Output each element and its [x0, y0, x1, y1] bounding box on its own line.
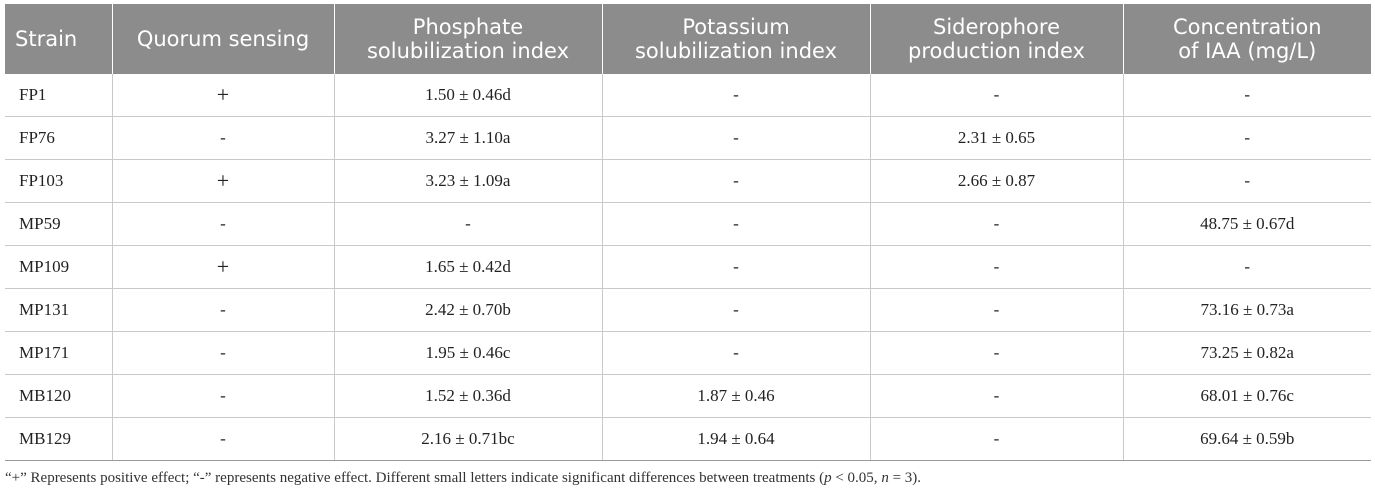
cell-quorum-sensing: -	[112, 116, 335, 160]
footnote-n-symbol: n	[881, 470, 889, 486]
cell-iaa-concentration: -	[1123, 245, 1371, 289]
cell-siderophore-index: 2.66 ± 0.87	[870, 159, 1124, 203]
data-table-container: Strain Quorum sensing Phosphate solubiliz…	[5, 4, 1371, 461]
header-strain: Strain	[5, 4, 113, 74]
cell-potassium-index: -	[602, 331, 871, 375]
cell-potassium-index: 1.87 ± 0.46	[602, 374, 871, 418]
cell-quorum-sensing: -	[112, 288, 335, 332]
cell-quorum-sensing: -	[112, 331, 335, 375]
cell-potassium-index: -	[602, 288, 871, 332]
cell-strain: MP59	[5, 202, 113, 246]
table-body: FP1 +1.50 ± 0.46d - - - FP76-3.27 ± 1.10a -2.3…	[5, 74, 1371, 461]
table-row: MP109 +1.65 ± 0.42d - - -	[5, 245, 1371, 289]
footnote-p-symbol: p	[824, 470, 832, 486]
header-quorum-sensing: Quorum sensing	[112, 4, 335, 74]
cell-quorum-sensing: +	[112, 245, 335, 289]
table-row: FP103 +3.23 ± 1.09a -2.66 ± 0.87-	[5, 159, 1371, 203]
table-row: MP131-2.42 ± 0.70b - -73.16 ± 0.73a	[5, 288, 1371, 332]
cell-iaa-concentration: 73.25 ± 0.82a	[1123, 331, 1371, 375]
cell-phosphate-index: 3.27 ± 1.10a	[334, 116, 603, 160]
header-siderophore-line1: Siderophore	[932, 15, 1060, 39]
footnote-text: “+” Represents positive effect; “-” repr…	[5, 470, 825, 486]
cell-phosphate-index: 3.23 ± 1.09a	[334, 159, 603, 203]
cell-quorum-sensing: +	[112, 159, 335, 203]
cell-potassium-index: -	[602, 245, 871, 289]
cell-siderophore-index: -	[870, 417, 1124, 461]
header-quorum-text: Quorum sensing	[136, 27, 310, 51]
cell-quorum-sensing: -	[112, 374, 335, 418]
cell-siderophore-index: -	[870, 202, 1124, 246]
cell-iaa-concentration: 68.01 ± 0.76c	[1123, 374, 1371, 418]
cell-iaa-concentration: 73.16 ± 0.73a	[1123, 288, 1371, 332]
cell-potassium-index: -	[602, 202, 871, 246]
cell-phosphate-index: 1.52 ± 0.36d	[334, 374, 603, 418]
cell-phosphate-index: 1.65 ± 0.42d	[334, 245, 603, 289]
table-row: FP1 +1.50 ± 0.46d - - -	[5, 74, 1371, 117]
table-footnote: “+” Represents positive effect; “-” repr…	[5, 470, 921, 487]
cell-strain: MP109	[5, 245, 113, 289]
cell-siderophore-index: -	[870, 245, 1124, 289]
cell-phosphate-index: 2.16 ± 0.71bc	[334, 417, 603, 461]
header-iaa-line1: Concentration	[1172, 15, 1322, 39]
cell-iaa-concentration: -	[1123, 116, 1371, 160]
cell-siderophore-index: -	[870, 374, 1124, 418]
cell-phosphate-index: 1.50 ± 0.46d	[334, 74, 603, 117]
cell-siderophore-index: -	[870, 288, 1124, 332]
table-row: MB129-2.16 ± 0.71bc 1.94 ± 0.64-69.64 ± 0…	[5, 417, 1371, 461]
cell-siderophore-index: 2.31 ± 0.65	[870, 116, 1124, 160]
table-header: Strain Quorum sensing Phosphate solubiliz…	[5, 4, 1371, 74]
cell-quorum-sensing: -	[112, 202, 335, 246]
cell-quorum-sensing: +	[112, 74, 335, 117]
header-iaa-line2: of IAA (mg/L)	[1178, 39, 1317, 63]
header-phosphate: Phosphate solubilization index	[334, 4, 603, 74]
header-potassium-line2: solubilization index	[634, 39, 837, 63]
header-potassium: Potassium solubilization index	[602, 4, 871, 74]
cell-phosphate-index: 1.95 ± 0.46c	[334, 331, 603, 375]
cell-strain: FP76	[5, 116, 113, 160]
cell-siderophore-index: -	[870, 331, 1124, 375]
header-siderophore-line2: production index	[908, 39, 1085, 63]
cell-strain: MP131	[5, 288, 113, 332]
header-phosphate-line2: solubilization index	[366, 39, 569, 63]
header-phosphate-line1: Phosphate	[412, 15, 524, 39]
table-row: MP171-1.95 ± 0.46c - -73.25 ± 0.82a	[5, 331, 1371, 375]
cell-iaa-concentration: -	[1123, 159, 1371, 203]
header-siderophore: Siderophore production index	[870, 4, 1124, 74]
cell-strain: MP171	[5, 331, 113, 375]
footnote-sample-size: = 3).	[888, 470, 922, 486]
header-potassium-line1: Potassium	[682, 15, 790, 39]
cell-potassium-index: 1.94 ± 0.64	[602, 417, 871, 461]
cell-strain: FP103	[5, 159, 113, 203]
cell-potassium-index: -	[602, 116, 871, 160]
strain-properties-table: Strain Quorum sensing Phosphate solubiliz…	[5, 4, 1371, 461]
footnote-threshold: < 0.05,	[831, 470, 882, 486]
cell-phosphate-index: 2.42 ± 0.70b	[334, 288, 603, 332]
cell-strain: MB129	[5, 417, 113, 461]
header-strain-text: Strain	[15, 27, 78, 51]
cell-phosphate-index: -	[334, 202, 603, 246]
cell-potassium-index: -	[602, 159, 871, 203]
cell-strain: MB120	[5, 374, 113, 418]
table-row: FP76-3.27 ± 1.10a -2.31 ± 0.65-	[5, 116, 1371, 160]
table-row: MP59- - - -48.75 ± 0.67d	[5, 202, 1371, 246]
cell-quorum-sensing: -	[112, 417, 335, 461]
header-iaa: Concentration of IAA (mg/L)	[1123, 4, 1371, 74]
table-row: MB120-1.52 ± 0.36d 1.87 ± 0.46-68.01 ± 0.…	[5, 374, 1371, 418]
cell-iaa-concentration: -	[1123, 74, 1371, 117]
cell-potassium-index: -	[602, 74, 871, 117]
cell-iaa-concentration: 69.64 ± 0.59b	[1123, 417, 1371, 461]
cell-siderophore-index: -	[870, 74, 1124, 117]
cell-strain: FP1	[5, 74, 113, 117]
cell-iaa-concentration: 48.75 ± 0.67d	[1123, 202, 1371, 246]
